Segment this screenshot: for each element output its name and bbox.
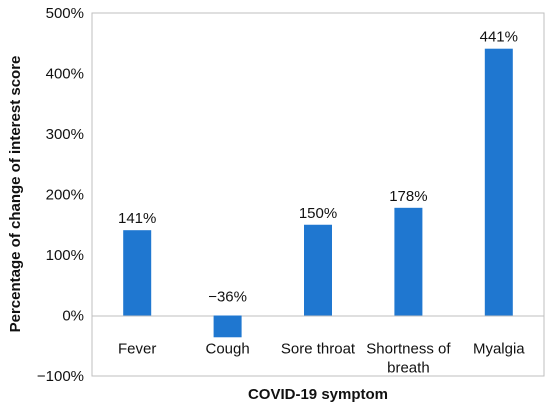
bars: [123, 48, 513, 338]
y-axis-title: Percentage of change of interest score: [7, 56, 24, 333]
x-tick-label: Cough: [205, 341, 249, 358]
data-label: 178%: [389, 188, 427, 205]
bar: [123, 230, 152, 316]
x-tick-label: Sore throat: [281, 341, 356, 358]
y-axis: −100% 0% 100% 200% 300% 400% 500%: [37, 5, 84, 385]
data-label: 441%: [480, 29, 518, 46]
x-axis-title: COVID-19 symptom: [248, 386, 388, 403]
x-tick-label: Myalgia: [473, 341, 525, 358]
y-tick-label: 100%: [46, 247, 84, 264]
bar: [304, 224, 332, 316]
data-label: 141%: [118, 210, 156, 227]
y-tick-label: −100%: [37, 368, 84, 385]
y-tick-label: 400%: [46, 66, 84, 83]
x-tick-label: Fever: [118, 341, 156, 358]
y-tick-label: 300%: [46, 126, 84, 143]
x-tick-label: Shortness of: [366, 341, 451, 358]
x-axis: Fever Cough Sore throat Shortness of breath M…: [118, 341, 525, 377]
data-labels: 141% −36% 150% 178% 441%: [118, 29, 518, 306]
bar: [484, 48, 513, 316]
plot-frame: [91, 12, 545, 377]
y-tick-label: 200%: [46, 187, 84, 204]
bar: [394, 207, 423, 316]
y-tick-label: 0%: [62, 308, 84, 325]
data-label: −36%: [208, 289, 247, 306]
y-tick-label: 500%: [46, 5, 84, 22]
bar: [213, 315, 242, 338]
data-label: 150%: [299, 205, 337, 222]
x-tick-label: breath: [387, 360, 430, 377]
